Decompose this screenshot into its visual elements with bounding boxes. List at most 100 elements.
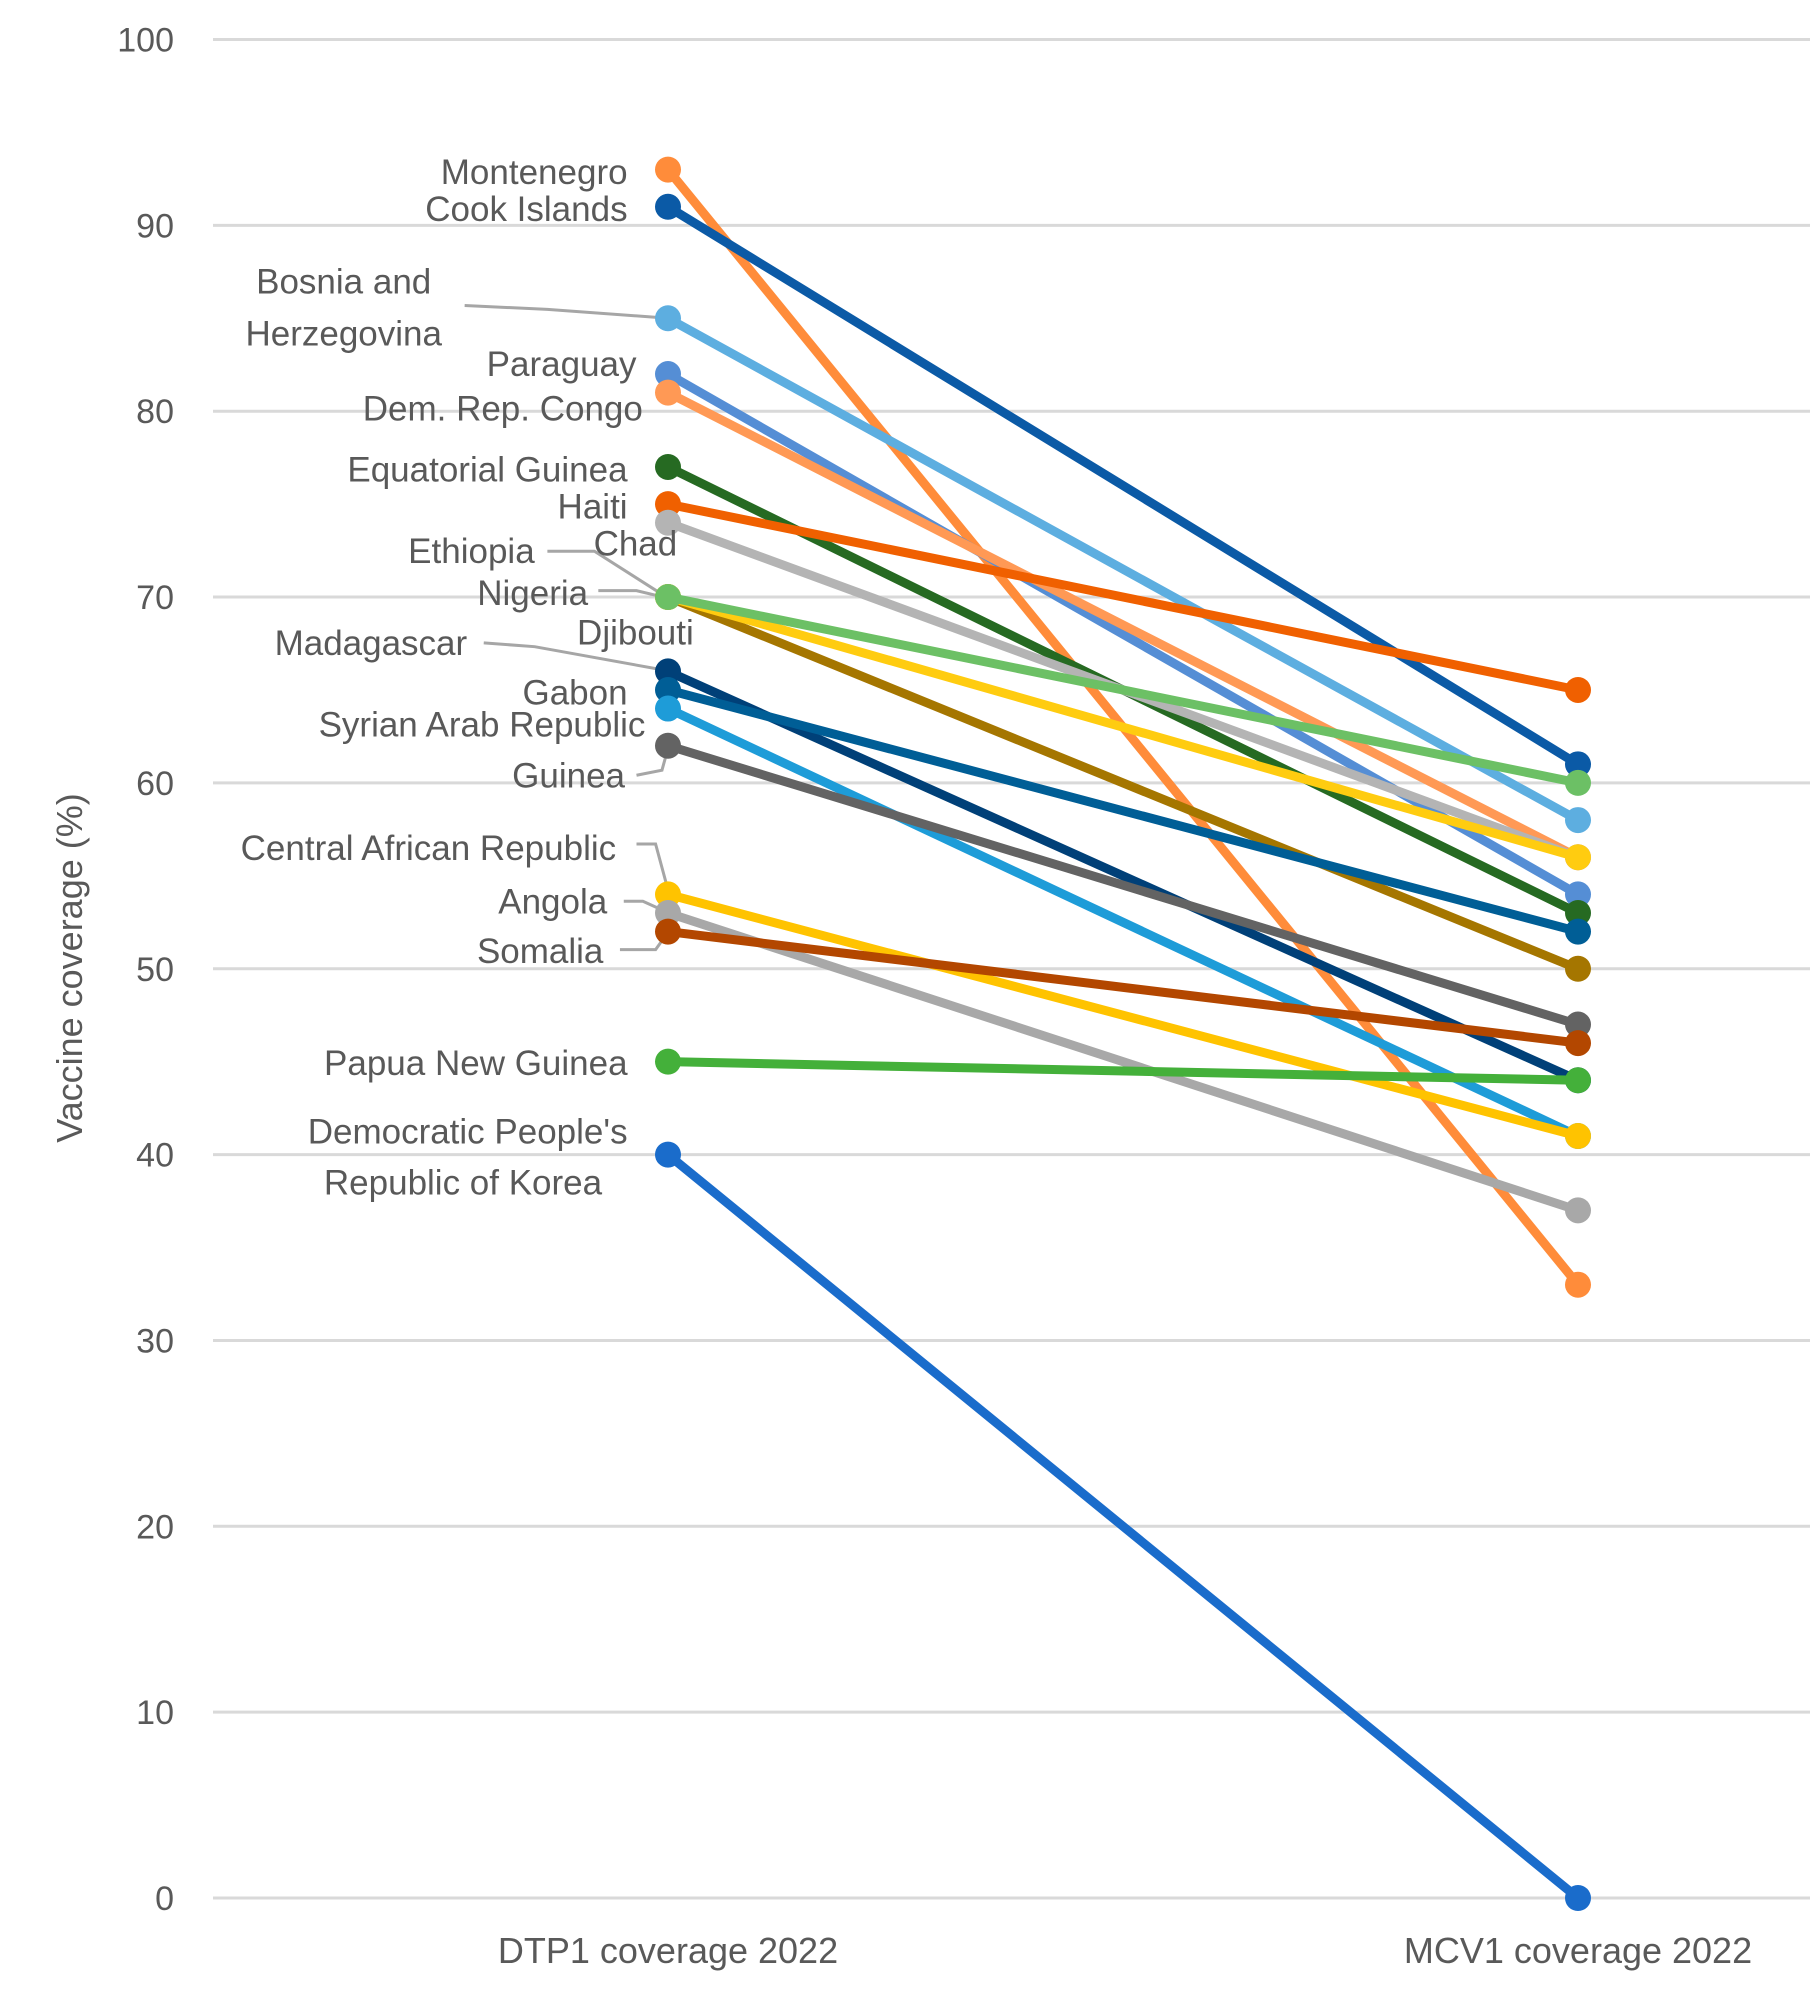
series-line bbox=[663, 388, 1583, 862]
series-line bbox=[663, 1150, 1583, 1903]
y-tick-label: 100 bbox=[117, 22, 174, 60]
series-line bbox=[663, 592, 1583, 974]
y-tick-label: 60 bbox=[136, 765, 174, 803]
data-point bbox=[1565, 769, 1591, 796]
data-point bbox=[655, 584, 681, 611]
series-label: Democratic People's bbox=[308, 1113, 628, 1152]
series-haiti bbox=[655, 491, 1591, 703]
data-point bbox=[655, 156, 681, 183]
data-point bbox=[655, 361, 681, 388]
series-line bbox=[663, 369, 1583, 899]
data-point bbox=[655, 509, 681, 536]
x-category-mcv1: MCV1 coverage 2022 bbox=[1404, 1930, 1752, 1971]
series-line bbox=[663, 927, 1583, 1048]
series-label: Republic of Korea bbox=[324, 1164, 603, 1203]
data-point bbox=[655, 305, 681, 332]
series-label: Equatorial Guinea bbox=[347, 451, 628, 490]
series-label: Madagascar bbox=[275, 624, 468, 663]
series-line bbox=[663, 741, 1583, 1030]
data-point bbox=[1565, 1197, 1591, 1224]
series-line bbox=[663, 592, 1583, 788]
y-tick-label: 90 bbox=[136, 207, 174, 245]
series-label: Ethiopia bbox=[408, 532, 535, 571]
data-point bbox=[655, 676, 681, 703]
series-line bbox=[663, 1057, 1583, 1085]
y-tick-label: 30 bbox=[136, 1322, 174, 1360]
y-tick-label: 80 bbox=[136, 393, 174, 431]
x-category-dtp1: DTP1 coverage 2022 bbox=[498, 1930, 838, 1971]
series-label: Montenegro bbox=[441, 153, 628, 192]
data-point bbox=[655, 379, 681, 406]
series-label: Guinea bbox=[512, 756, 625, 795]
data-point bbox=[655, 1048, 681, 1075]
data-point bbox=[1565, 1067, 1591, 1094]
data-point bbox=[655, 695, 681, 722]
series-line bbox=[663, 889, 1583, 1141]
series-line bbox=[663, 666, 1583, 1085]
data-point bbox=[655, 918, 681, 945]
series-nigeria bbox=[655, 584, 1591, 796]
y-tick-label: 50 bbox=[136, 951, 174, 989]
series-label: Somalia bbox=[477, 932, 604, 971]
leader-line bbox=[483, 641, 669, 673]
series-paraguay bbox=[655, 361, 1591, 908]
data-point bbox=[655, 658, 681, 685]
series-line bbox=[663, 685, 1583, 937]
leader-line bbox=[547, 549, 670, 600]
series-label: Dem. Rep. Congo bbox=[363, 390, 643, 429]
series-label: Chad bbox=[594, 525, 678, 564]
series-line bbox=[663, 704, 1583, 1141]
series-papua-new-guinea bbox=[655, 1048, 1591, 1094]
series-label: Herzegovina bbox=[245, 315, 442, 354]
data-point bbox=[1565, 1030, 1591, 1057]
series-line bbox=[663, 908, 1583, 1215]
data-point bbox=[655, 1141, 681, 1168]
data-point bbox=[1565, 676, 1591, 703]
y-tick-labels: 0 10 20 30 40 50 60 70 80 90 100 bbox=[117, 22, 174, 1919]
series-label: Gabon bbox=[522, 674, 627, 713]
series-label: Paraguay bbox=[487, 345, 637, 384]
data-point bbox=[1565, 918, 1591, 945]
data-point bbox=[1565, 1885, 1591, 1911]
data-point bbox=[655, 193, 681, 220]
data-point bbox=[1565, 955, 1591, 982]
series-label: Papua New Guinea bbox=[324, 1044, 628, 1083]
series-label: Bosnia and bbox=[256, 262, 431, 301]
series-label: Nigeria bbox=[477, 574, 588, 613]
series-label: Haiti bbox=[558, 488, 628, 527]
y-axis-title: Vaccine coverage (%) bbox=[49, 793, 90, 1143]
data-point bbox=[1565, 751, 1591, 778]
gridlines bbox=[213, 38, 1810, 1900]
data-point bbox=[1565, 1271, 1591, 1298]
series-gabon bbox=[655, 676, 1591, 945]
leader-line bbox=[464, 304, 669, 320]
data-point bbox=[1565, 1123, 1591, 1150]
series-label: Cook Islands bbox=[425, 190, 627, 229]
y-tick-label: 10 bbox=[136, 1694, 174, 1732]
data-point bbox=[655, 453, 681, 480]
series-guinea bbox=[655, 732, 1591, 1038]
series-somalia bbox=[655, 918, 1591, 1057]
series-label: Central African Republic bbox=[241, 829, 616, 868]
data-point bbox=[655, 899, 681, 926]
data-point bbox=[1565, 1011, 1591, 1038]
series-line bbox=[663, 499, 1583, 695]
leader-line bbox=[636, 842, 670, 892]
data-point bbox=[655, 881, 681, 908]
series-angola bbox=[655, 899, 1591, 1224]
data-point bbox=[655, 732, 681, 759]
series-central-african-republic bbox=[655, 881, 1591, 1150]
data-point bbox=[1565, 899, 1591, 926]
y-tick-label: 70 bbox=[136, 579, 174, 617]
series-label: Djibouti bbox=[577, 614, 694, 653]
data-point bbox=[655, 491, 681, 518]
data-point bbox=[1565, 881, 1591, 908]
y-tick-label: 40 bbox=[136, 1137, 174, 1175]
y-tick-label: 0 bbox=[155, 1880, 174, 1918]
y-tick-label: 20 bbox=[136, 1508, 174, 1546]
data-point bbox=[1565, 844, 1591, 871]
series-line bbox=[663, 202, 1583, 769]
series-label: Angola bbox=[498, 882, 608, 921]
